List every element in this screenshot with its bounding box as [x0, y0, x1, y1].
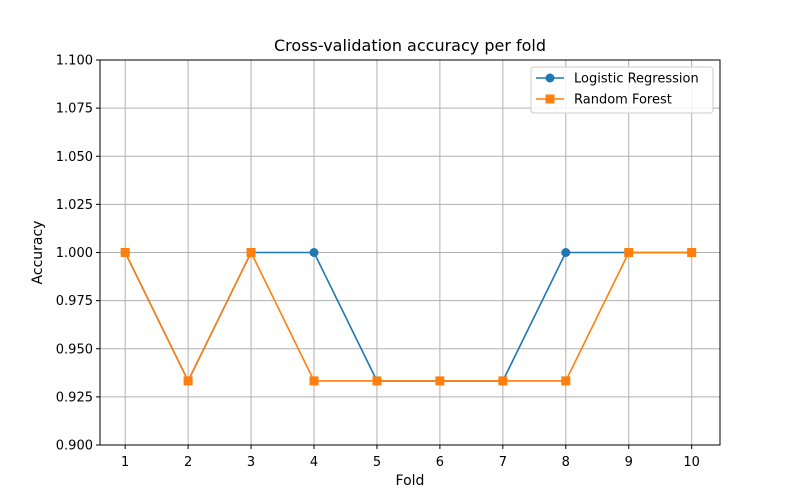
y-tick-label: 1.000	[56, 246, 93, 261]
legend-label: Logistic Regression	[574, 72, 699, 87]
legend-label: Random Forest	[574, 93, 672, 108]
data-point-logistic-regression	[309, 248, 319, 257]
x-tick-label: 7	[499, 455, 507, 470]
data-point-random-forest	[246, 248, 256, 257]
y-tick-label: 1.075	[56, 102, 93, 117]
data-point-random-forest	[309, 376, 319, 386]
data-point-random-forest	[687, 248, 697, 257]
data-point-random-forest	[183, 376, 193, 386]
legend-swatch-marker	[545, 73, 555, 83]
y-axis-label: Accuracy	[30, 221, 46, 285]
x-tick-label: 2	[184, 455, 192, 470]
x-tick-label: 3	[247, 455, 255, 470]
legend-item-logistic-regression: Logistic Regression	[536, 72, 699, 87]
y-tick-label: 1.050	[56, 150, 93, 165]
y-tick-label: 0.950	[56, 342, 93, 357]
x-tick-label: 10	[683, 455, 700, 470]
legend-box	[530, 66, 714, 114]
x-axis-label: Fold	[396, 473, 425, 489]
series-logistic-regression	[120, 248, 697, 386]
x-axis-ticks: 1 2 3 4 5 6 7 8 9 10	[121, 445, 700, 470]
data-point-random-forest	[120, 248, 130, 257]
series-random-forest	[120, 248, 697, 386]
y-tick-label: 0.900	[56, 439, 93, 454]
x-tick-label: 6	[436, 455, 444, 470]
data-point-logistic-regression	[561, 248, 571, 257]
y-axis-ticks: 0.900 0.925 0.950 0.975 1.000 1.025 1.050 1.075…	[56, 54, 100, 454]
legend-swatch-marker	[545, 94, 555, 104]
data-point-random-forest	[624, 248, 634, 257]
y-tick-label: 0.975	[56, 294, 93, 309]
data-point-random-forest	[498, 376, 508, 386]
data-point-random-forest	[372, 376, 382, 386]
y-tick-label: 0.925	[56, 390, 93, 405]
y-tick-label: 1.100	[56, 54, 93, 69]
legend: Logistic Regression Random Forest	[530, 66, 714, 114]
series-layer	[120, 248, 697, 386]
data-point-random-forest	[435, 376, 445, 386]
series-line-logistic-regression	[124, 251, 692, 382]
x-tick-label: 9	[625, 455, 633, 470]
x-tick-label: 8	[562, 455, 570, 470]
chart-title: Cross-validation accuracy per fold	[274, 36, 546, 55]
data-point-random-forest	[561, 376, 571, 386]
x-tick-label: 5	[373, 455, 381, 470]
x-tick-label: 1	[121, 455, 129, 470]
y-tick-label: 1.025	[56, 198, 93, 213]
series-line-random-forest	[124, 251, 692, 382]
x-tick-label: 4	[310, 455, 318, 470]
legend-item-random-forest: Random Forest	[536, 93, 672, 108]
